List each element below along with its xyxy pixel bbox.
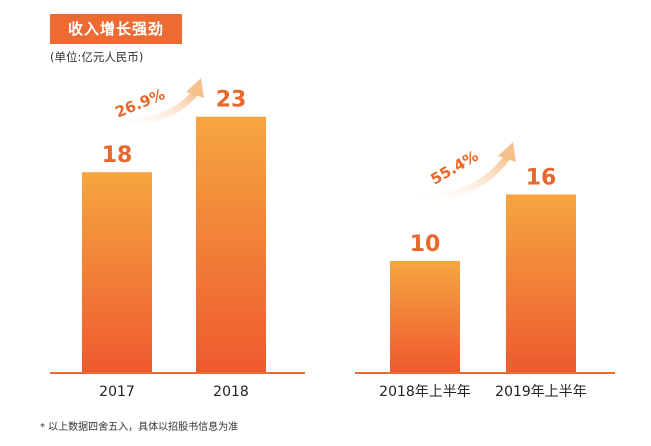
category-label: 2018年上半年 bbox=[379, 384, 471, 400]
bar bbox=[506, 194, 576, 372]
bar-value-label: 10 bbox=[410, 232, 441, 257]
growth-rate-label: 55.4% bbox=[427, 147, 481, 189]
bar bbox=[82, 172, 152, 372]
bar-value-label: 23 bbox=[216, 88, 247, 113]
arrow-head-icon bbox=[498, 142, 516, 162]
unit-label: (单位:亿元人民币) bbox=[50, 50, 144, 64]
footnote: * 以上数据四舍五入，具体以招股书信息为准 bbox=[40, 422, 239, 433]
category-label: 2018 bbox=[213, 384, 249, 400]
arrow-head-icon bbox=[186, 78, 204, 98]
category-label: 2019年上半年 bbox=[495, 384, 587, 400]
growth-arrow-icon bbox=[111, 89, 199, 126]
bar bbox=[390, 261, 460, 372]
bar-value-label: 16 bbox=[526, 165, 557, 190]
growth-arrow-icon bbox=[417, 153, 511, 200]
bar bbox=[196, 116, 266, 372]
bar-value-label: 18 bbox=[102, 143, 133, 168]
category-label: 2017 bbox=[99, 384, 135, 400]
chart-title: 收入增长强劲 bbox=[50, 14, 182, 44]
